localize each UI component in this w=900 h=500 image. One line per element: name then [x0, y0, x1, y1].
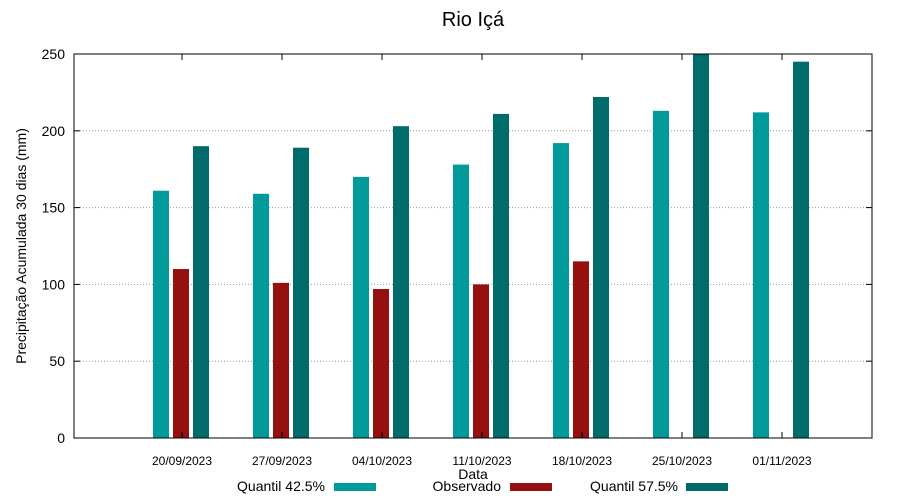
bar-quantil-42-5-2	[353, 176, 369, 438]
legend-label: Quantil 42.5%	[237, 478, 325, 494]
x-tick-label: 20/09/2023	[152, 454, 212, 468]
y-tick-label: 0	[57, 430, 65, 446]
bar-quantil-57-5-6	[793, 61, 809, 439]
x-tick-label: 11/10/2023	[452, 454, 511, 468]
x-tick-label: 25/10/2023	[652, 454, 712, 468]
bar-quantil-42-5-6	[753, 112, 769, 439]
bar-observado-1	[273, 282, 289, 438]
bars	[153, 54, 809, 439]
legend-swatch	[334, 483, 376, 491]
x-tick-label: 27/09/2023	[252, 454, 312, 468]
bar-quantil-42-5-3	[453, 164, 469, 439]
bar-quantil-57-5-2	[393, 126, 409, 438]
y-tick-label: 50	[49, 353, 65, 369]
plot-frame	[73, 53, 873, 439]
bar-observado-0	[173, 269, 189, 438]
x-axis-ticks: 20/09/2023 27/09/2023 04/10/2023 11/10/2023…	[152, 54, 812, 468]
y-tick-label: 100	[42, 276, 66, 292]
bar-quantil-57-5-1	[293, 147, 309, 439]
bar-quantil-57-5-3	[493, 113, 509, 439]
y-tick-label: 150	[42, 200, 66, 216]
legend-swatch	[686, 483, 728, 491]
y-tick-label: 250	[42, 46, 66, 62]
x-tick-label: 04/10/2023	[352, 454, 412, 468]
bar-quantil-57-5-0	[193, 146, 209, 438]
legend-label: Quantil 57.5%	[590, 478, 678, 494]
legend-swatch	[510, 483, 552, 491]
x-tick-label: 01/11/2023	[752, 454, 811, 468]
bar-observado-2	[373, 289, 389, 438]
bar-quantil-42-5-0	[153, 190, 169, 438]
legend: Quantil 42.5% Observado Quantil 57.5%	[237, 478, 728, 494]
bar-quantil-57-5-5	[693, 54, 709, 438]
x-tick-label: 18/10/2023	[552, 454, 612, 468]
bar-quantil-42-5-1	[253, 193, 269, 438]
x-axis-label: Data	[458, 466, 488, 482]
bar-quantil-42-5-4	[553, 143, 569, 438]
chart-title: Rio Içá	[442, 9, 505, 31]
y-axis-ticks: 0 50 100 150 200 250	[42, 46, 872, 446]
y-axis-label: Precipitação Acumulada 30 dias (mm)	[13, 128, 29, 364]
bar-observado-4	[573, 261, 589, 438]
bar-quantil-57-5-4	[593, 97, 609, 439]
y-tick-label: 200	[42, 123, 66, 139]
bar-observado-3	[473, 284, 489, 438]
legend-label: Observado	[433, 478, 502, 494]
bar-quantil-42-5-5	[653, 110, 669, 438]
